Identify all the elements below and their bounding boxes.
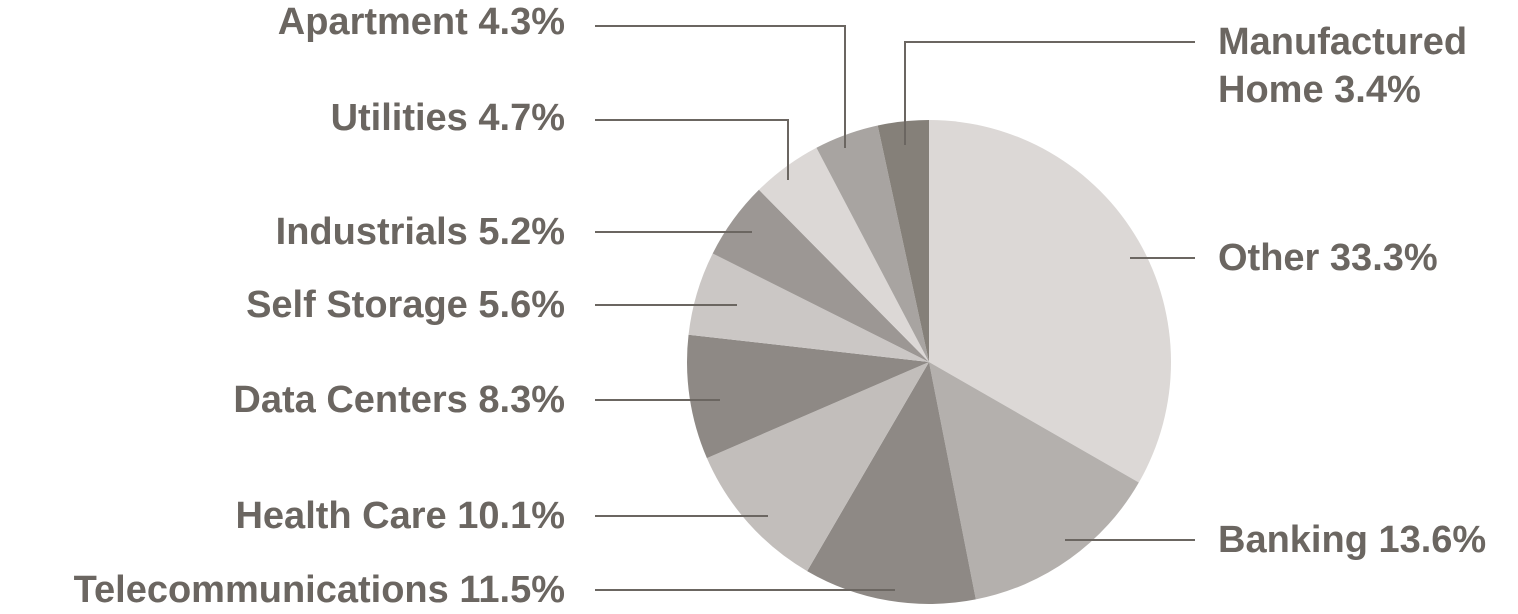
value-label: 4.3% <box>478 1 565 43</box>
pie-slice <box>688 253 929 362</box>
value-label: 8.3% <box>478 379 565 421</box>
slice-label: Data Centers 8.3% <box>233 376 565 424</box>
category-label: Health Care <box>235 495 447 537</box>
category-label: Utilities <box>330 97 468 139</box>
category-label: Apartment <box>277 1 468 43</box>
slice-label: Banking 13.6% <box>1218 516 1486 564</box>
pie-slice <box>706 362 929 572</box>
category-label: Telecommunications <box>73 569 449 611</box>
slice-label: Self Storage 5.6% <box>246 281 565 329</box>
value-label: 10.1% <box>457 495 565 537</box>
leader-line <box>595 119 789 180</box>
category-label: Industrials <box>275 211 468 253</box>
category-label: Manufactured Home <box>1218 21 1468 111</box>
value-label: 13.6% <box>1378 519 1487 561</box>
slice-label: Industrials 5.2% <box>276 208 565 256</box>
value-label: 5.2% <box>478 211 565 253</box>
category-label: Data Centers <box>233 379 468 421</box>
leader-line <box>595 25 846 148</box>
value-label: 3.4% <box>1334 69 1421 111</box>
slice-label: Apartment 4.3% <box>278 0 565 46</box>
pie-slice <box>758 147 929 362</box>
pie-slice <box>929 120 1171 483</box>
pie-slice <box>877 120 929 362</box>
leader-line <box>904 41 1195 145</box>
slice-label: Other 33.3% <box>1218 234 1438 282</box>
value-label: 33.3% <box>1329 237 1438 279</box>
category-label: Banking <box>1218 519 1368 561</box>
slice-label: Health Care 10.1% <box>235 492 565 540</box>
pie-slice <box>807 362 976 604</box>
pie-slice <box>712 189 929 362</box>
pie-slice <box>686 334 929 459</box>
pie-slice <box>816 125 929 362</box>
value-label: 11.5% <box>459 569 565 611</box>
category-label: Other <box>1218 237 1320 279</box>
slice-label: Utilities 4.7% <box>331 94 565 142</box>
slice-label: Telecommunications 11.5% <box>74 566 565 614</box>
value-label: 5.6% <box>478 284 565 326</box>
value-label: 4.7% <box>478 97 565 139</box>
category-label: Self Storage <box>246 284 468 326</box>
slice-label: Manufactured Home 3.4% <box>1218 18 1508 114</box>
